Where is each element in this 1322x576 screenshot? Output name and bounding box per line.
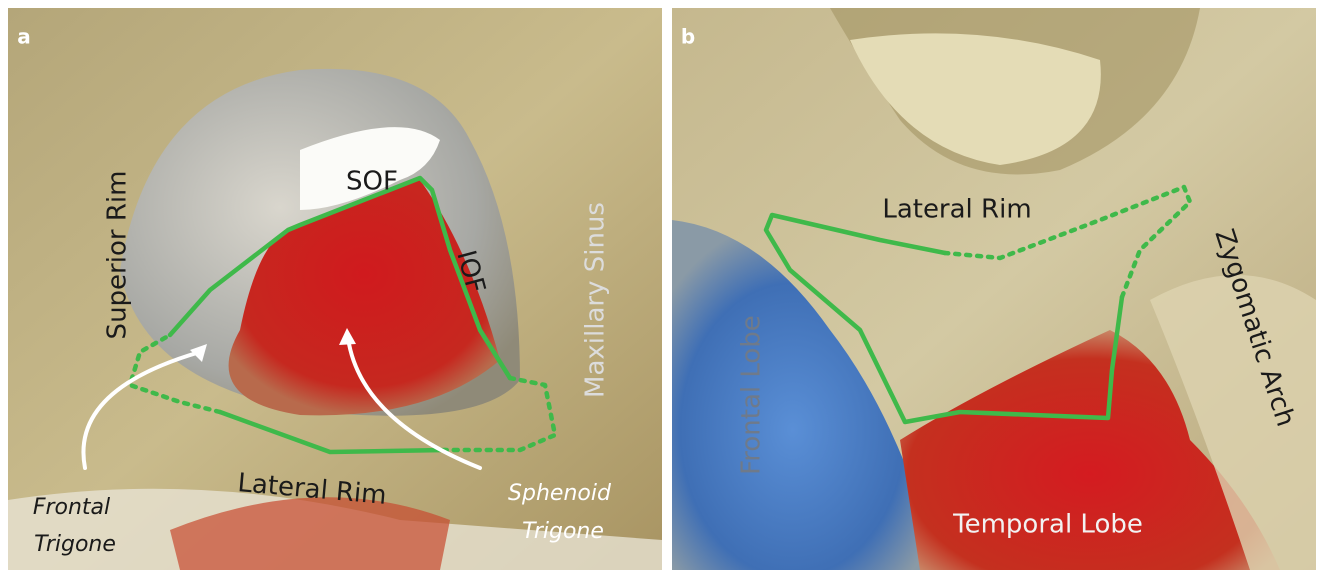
panel-letter: b: [681, 25, 695, 49]
label: Lateral Rim: [882, 195, 1031, 225]
label-line: Trigone: [522, 519, 604, 544]
label: Frontal Lobe: [737, 315, 767, 475]
panel-letter: a: [17, 25, 31, 49]
panel-b: [672, 8, 1316, 570]
figure: a Superior Rim SOF IOF Maxillary Sinus L…: [0, 0, 1322, 576]
label-line: Trigone: [34, 532, 116, 557]
label: Temporal Lobe: [952, 510, 1143, 540]
label-line: Frontal: [33, 495, 110, 520]
label: SOF: [346, 167, 398, 197]
label: Maxillary Sinus: [581, 202, 611, 398]
label-line: Sphenoid: [508, 481, 612, 506]
label: Superior Rim: [103, 171, 133, 340]
